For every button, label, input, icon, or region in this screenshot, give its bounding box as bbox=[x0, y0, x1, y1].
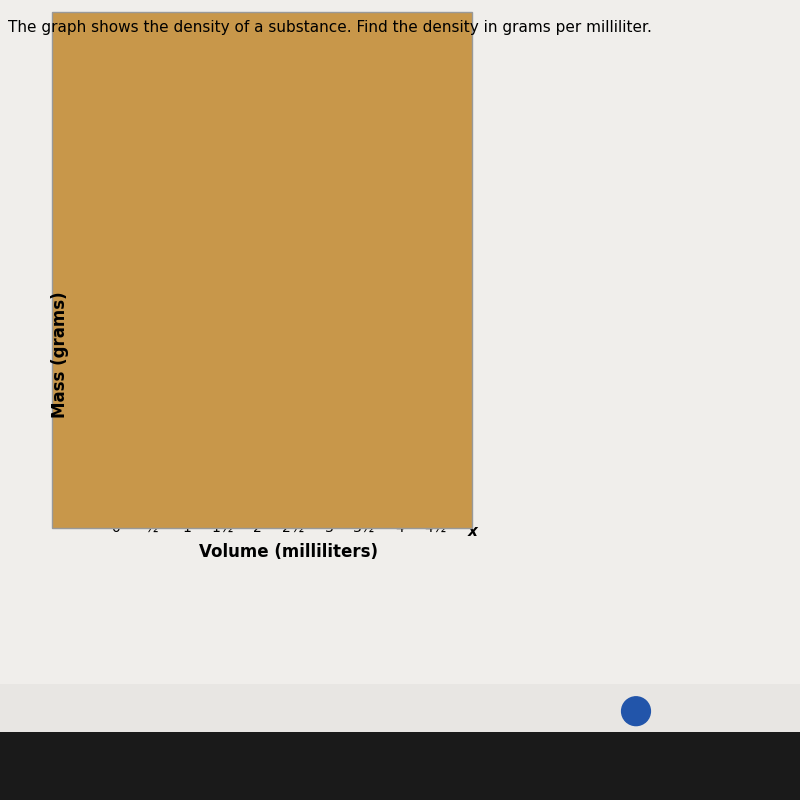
Text: Substance Density: Substance Density bbox=[167, 19, 357, 37]
Text: Type here to search: Type here to search bbox=[16, 702, 139, 714]
Text: Mass (grams): Mass (grams) bbox=[51, 291, 69, 418]
Text: ❮: ❮ bbox=[353, 705, 364, 718]
Text: PREV: PREV bbox=[377, 705, 418, 718]
Text: The graph shows the density of a substance. Find the density in grams per millil: The graph shows the density of a substan… bbox=[8, 20, 652, 35]
Text: 2: 2 bbox=[536, 704, 544, 718]
Text: 5: 5 bbox=[680, 704, 688, 718]
Text: (1, 1½): (1, 1½) bbox=[192, 380, 254, 398]
Text: y: y bbox=[93, 66, 102, 81]
Text: 4: 4 bbox=[631, 704, 641, 718]
Text: (2, 3): (2, 3) bbox=[263, 247, 308, 265]
X-axis label: Volume (milliliters): Volume (milliliters) bbox=[198, 543, 378, 561]
Text: 3: 3 bbox=[584, 704, 592, 718]
Text: x: x bbox=[467, 524, 478, 538]
Text: 1: 1 bbox=[487, 704, 497, 718]
